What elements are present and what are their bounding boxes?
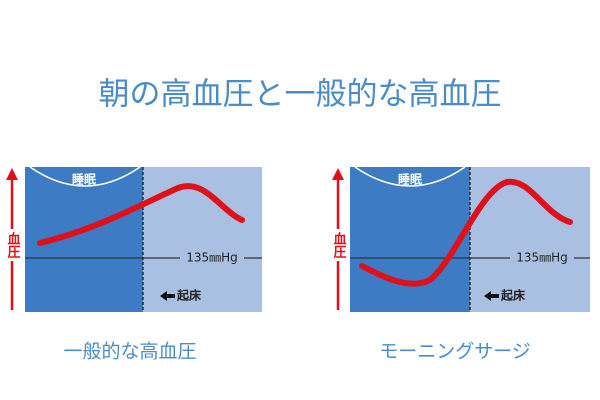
wake-label: 起床 bbox=[500, 288, 526, 303]
threshold-label: 135㎜Hg bbox=[186, 251, 238, 265]
sleep-arc bbox=[354, 166, 466, 187]
sleep-area bbox=[350, 167, 470, 312]
sleep-label: 睡眠 bbox=[72, 172, 96, 187]
threshold-label: 135㎜Hg bbox=[516, 251, 568, 265]
axis-label: 血圧 bbox=[5, 231, 21, 259]
title: 朝の高血圧と一般的な高血圧 bbox=[99, 77, 502, 113]
bp-curve bbox=[37, 183, 245, 246]
sleep-arc bbox=[29, 166, 141, 187]
bp-curve bbox=[359, 178, 573, 287]
caption: モーニングサージ bbox=[379, 341, 531, 363]
axis-label: 血圧 bbox=[331, 231, 347, 259]
wake-arrow bbox=[484, 291, 499, 301]
wake-label: 起床 bbox=[176, 288, 202, 303]
panel: 睡眠 135㎜Hg 起床 血圧 モーニングサージ bbox=[331, 166, 590, 363]
axis-arrowhead bbox=[6, 168, 18, 180]
caption: 一般的な高血圧 bbox=[63, 341, 196, 363]
axis-arrowhead bbox=[332, 168, 344, 180]
sleep-label: 睡眠 bbox=[398, 172, 422, 187]
axis-label-bg bbox=[5, 229, 19, 261]
axis-label-bg bbox=[331, 229, 345, 261]
wake-arrow bbox=[160, 291, 175, 301]
panel: 睡眠 135㎜Hg 起床 血圧 一般的な高血圧 bbox=[5, 166, 262, 363]
